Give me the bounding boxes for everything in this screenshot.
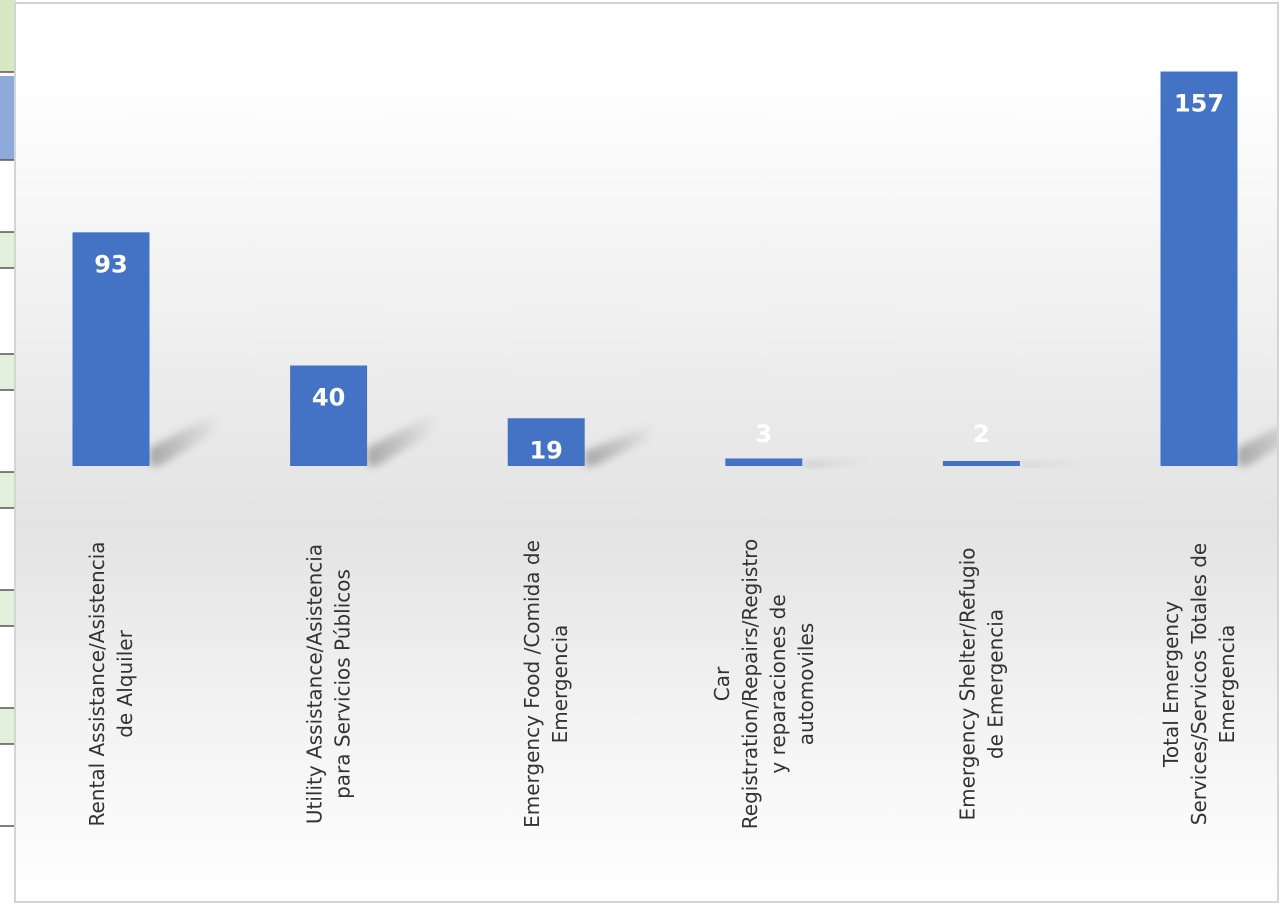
data-label: 3	[755, 420, 772, 448]
chart-area: 93 40 19 3 2 157 Rental Assistance/Asistencia…	[14, 2, 1279, 903]
category-label: Rental Assistance/Asistencia de Alquiler	[85, 541, 137, 826]
data-label: 19	[529, 436, 562, 464]
data-label: 157	[1174, 90, 1224, 118]
bar-shadows	[149, 412, 1277, 466]
category-label-line: Emergencia	[1215, 625, 1239, 744]
category-label-line: de Emergencia	[983, 609, 1007, 759]
category-label: Total Emergency Services/Servicos Totales…	[1159, 543, 1239, 826]
category-label-line: Emergencia	[548, 625, 572, 744]
category-label-line: automoviles	[794, 623, 818, 745]
category-label: Car Registration/Repairs/Registro y repara…	[710, 539, 818, 829]
category-axis-labels: Rental Assistance/Asistencia de Alquiler U…	[85, 539, 1239, 829]
bar	[942, 460, 1020, 466]
bar-shadow	[802, 459, 873, 466]
bar	[72, 232, 150, 466]
category-label-line: de Alquiler	[113, 629, 137, 737]
adjacent-spreadsheet-edge	[0, 0, 16, 905]
bar	[507, 418, 585, 466]
data-label: 2	[973, 420, 990, 448]
category-label: Utility Assistance/Asistencia para Servic…	[303, 544, 355, 824]
category-label-line: Registration/Repairs/Registro	[738, 539, 762, 829]
category-label-line: Rental Assistance/Asistencia	[85, 541, 109, 826]
bars	[72, 71, 1238, 466]
data-label: 40	[312, 384, 345, 412]
category-label-line: Utility Assistance/Asistencia	[303, 544, 327, 824]
data-labels: 93 40 19 3 2 157	[94, 90, 1224, 465]
category-label-line: Services/Servicos Totales de	[1187, 543, 1211, 826]
category-label: Emergency Food /Comida de Emergencia	[520, 540, 572, 828]
bar-shadow	[149, 412, 220, 466]
spreadsheet-edge-cells	[0, 0, 16, 827]
category-label-line: Emergency Shelter/Refugio	[955, 547, 979, 820]
bar-shadow	[1237, 427, 1277, 466]
bar-chart: 93 40 19 3 2 157 Rental Assistance/Asistencia…	[72, 71, 1277, 829]
category-label: Emergency Shelter/Refugio de Emergencia	[955, 547, 1007, 820]
category-label-line: para Servicios Públicos	[331, 569, 355, 799]
data-label: 93	[94, 250, 127, 278]
bar-shadow	[584, 423, 655, 466]
bar	[290, 365, 368, 466]
bar	[1160, 71, 1238, 466]
category-label-line: Emergency Food /Comida de	[520, 540, 544, 828]
bar-shadow	[367, 412, 438, 466]
category-label-line: y reparaciones de	[766, 594, 790, 773]
bar-shadow	[1019, 461, 1090, 466]
category-label-line: Total Emergency	[1159, 601, 1183, 768]
bar	[725, 458, 803, 466]
category-label-line: Car	[710, 666, 734, 701]
